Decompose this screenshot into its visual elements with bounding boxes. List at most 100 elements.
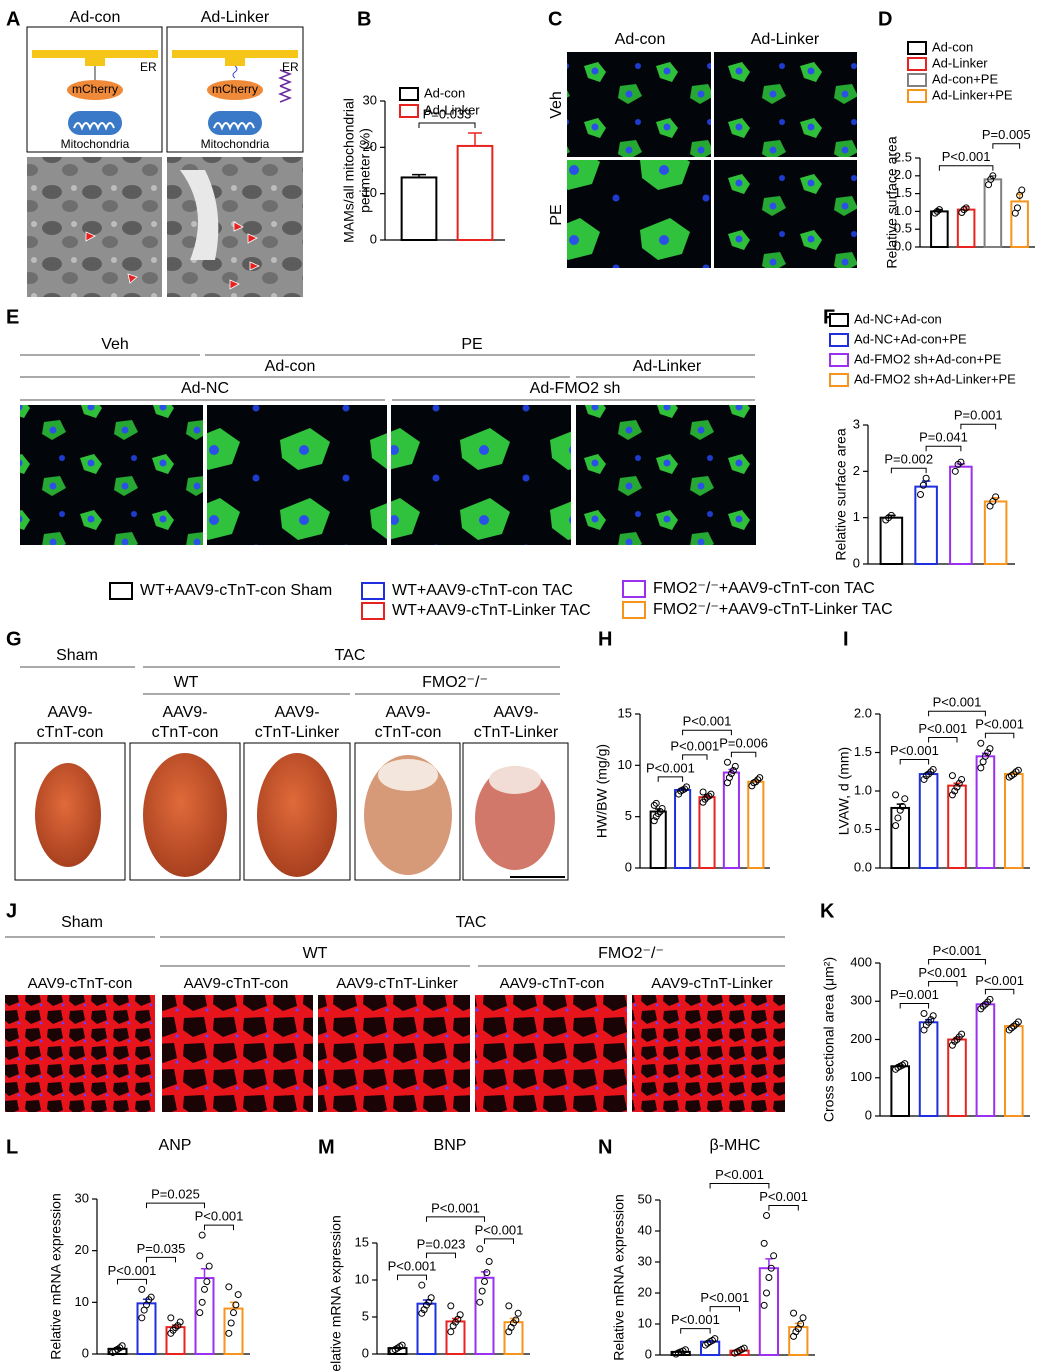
panel-letter: G [6, 628, 22, 650]
data-point [986, 745, 994, 753]
y-axis-label: perimeter (%) [357, 128, 373, 213]
data-point [977, 764, 985, 772]
data-point [654, 810, 662, 818]
panel-letter: I [843, 628, 849, 650]
heart-atrium [378, 759, 438, 791]
section-image [5, 995, 155, 1112]
significance-bracket [204, 1224, 234, 1231]
data-point [1005, 1026, 1013, 1034]
row-label: Veh [548, 91, 565, 119]
legend-label: FMO2⁻/⁻+AAV9-cTnT-Linker TAC [653, 601, 893, 618]
significance-bracket [928, 958, 986, 965]
header-label: PE [461, 336, 482, 353]
bar [983, 178, 1003, 248]
data-point [196, 1309, 204, 1317]
bar [194, 1277, 215, 1356]
bar [914, 485, 938, 565]
y-tick-label: 0 [370, 231, 377, 246]
data-point [650, 817, 658, 825]
data-point [960, 206, 968, 214]
p-value: P<0.001 [933, 943, 982, 958]
data-point [979, 1002, 987, 1010]
header-label: Mitochondria [61, 137, 130, 151]
data-point [957, 458, 965, 466]
bar [930, 210, 949, 248]
y-tick-label: 1.0 [854, 782, 872, 797]
p-value: P<0.001 [700, 1290, 749, 1305]
data-point [172, 1324, 179, 1332]
p-value: P<0.001 [759, 1189, 808, 1204]
bar [1003, 773, 1024, 869]
data-point [427, 1294, 435, 1302]
data-point [707, 790, 715, 798]
section-image [318, 995, 470, 1112]
significance-bracket [418, 122, 476, 128]
legend-label: Ad-con+PE [932, 71, 998, 86]
y-tick-label: 40 [638, 1222, 652, 1237]
data-point [987, 175, 995, 183]
data-point [1008, 1024, 1016, 1032]
data-point [447, 1302, 455, 1310]
bar [918, 773, 939, 869]
bar [947, 1038, 967, 1117]
row-label: PE [548, 204, 565, 225]
data-point [920, 1009, 928, 1017]
significance-bracket [426, 1252, 456, 1259]
y-tick-label: 0.5 [894, 221, 912, 236]
significance-bracket [709, 1183, 770, 1189]
data-point [948, 791, 956, 799]
p-value: P<0.001 [195, 1209, 244, 1224]
data-point [790, 1309, 798, 1317]
p-value: P<0.001 [388, 1259, 437, 1274]
data-point [989, 172, 997, 180]
y-axis-label: Relative surface area [884, 136, 900, 269]
data-point [227, 1319, 235, 1327]
linker [232, 65, 238, 79]
bar [949, 465, 973, 566]
y-axis-label: Relative mRNA expression [48, 1193, 64, 1360]
data-point [167, 1314, 175, 1322]
significance-bracket [146, 1202, 205, 1209]
bar [918, 1021, 939, 1117]
data-point [981, 752, 989, 760]
p-value: P<0.001 [890, 743, 939, 758]
header-label: TAC [456, 914, 487, 931]
p-value: P=0.035 [137, 1241, 186, 1256]
legend-label: Ad-Linker [424, 102, 480, 117]
header-label: Ad-Linker [751, 31, 820, 48]
data-point [456, 1311, 464, 1319]
y-tick-label: 10 [355, 1271, 369, 1286]
significance-bracket [682, 754, 708, 760]
header-label: Ad-NC [181, 380, 229, 397]
significance-bracket [928, 980, 958, 987]
em-feature [180, 170, 219, 260]
p-value: P<0.001 [108, 1263, 157, 1278]
p-value: P=0.001 [954, 408, 1003, 423]
data-point [933, 207, 941, 215]
bar [503, 1321, 524, 1356]
data-point [398, 1341, 406, 1349]
er-shape [32, 50, 158, 66]
data-point [927, 768, 935, 776]
header-lines [5, 354, 785, 967]
header-label: ER [282, 60, 299, 74]
bar [136, 1302, 157, 1356]
data-point [896, 806, 904, 814]
data-point [198, 1231, 206, 1239]
legend-label: Ad-FMO2 sh+Ad-con+PE [854, 351, 1002, 366]
p-value: P<0.001 [975, 973, 1024, 988]
data-point [929, 1012, 937, 1020]
panel-letter: B [357, 8, 371, 30]
significance-bracket [680, 1328, 711, 1334]
y-tick-label: 2.0 [854, 705, 872, 720]
data-point [147, 1293, 155, 1301]
significance-bracket [146, 1256, 176, 1263]
data-point [962, 204, 970, 212]
significance-bracket [397, 1274, 427, 1281]
y-tick-label: 300 [850, 993, 872, 1008]
data-point [948, 772, 956, 780]
data-point [901, 795, 909, 803]
section-image [632, 995, 785, 1112]
y-tick-label: 20 [363, 139, 377, 154]
column-label: AAV9-cTnT-con [184, 975, 289, 992]
